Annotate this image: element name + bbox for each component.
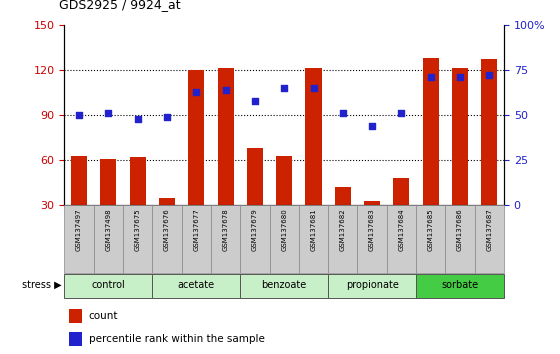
Text: stress ▶: stress ▶	[22, 280, 62, 290]
Text: GSM137679: GSM137679	[252, 209, 258, 251]
Point	[485, 73, 494, 78]
Bar	[387, 205, 416, 273]
Bar	[100, 159, 116, 205]
Bar	[481, 59, 497, 205]
Point	[397, 110, 406, 116]
Bar	[152, 205, 181, 273]
Text: GSM137687: GSM137687	[486, 209, 492, 251]
Bar	[299, 205, 328, 273]
Bar	[423, 58, 439, 205]
Bar	[445, 205, 475, 273]
Text: benzoate: benzoate	[262, 280, 307, 290]
Bar	[181, 205, 211, 273]
Point	[221, 87, 230, 93]
Text: GSM137678: GSM137678	[222, 209, 228, 251]
Text: GSM137676: GSM137676	[164, 209, 170, 251]
Point	[309, 85, 318, 91]
Point	[162, 114, 171, 120]
Point	[338, 110, 347, 116]
Text: count: count	[88, 312, 118, 321]
Text: GSM137683: GSM137683	[369, 209, 375, 251]
Text: propionate: propionate	[346, 280, 399, 290]
Point	[192, 89, 201, 95]
Bar	[188, 70, 204, 205]
Bar	[328, 274, 416, 298]
Bar	[357, 205, 387, 273]
Bar	[211, 205, 240, 273]
Bar	[64, 274, 152, 298]
Bar	[240, 274, 328, 298]
Bar	[94, 205, 123, 273]
Bar	[159, 198, 175, 205]
Bar	[393, 178, 409, 205]
Text: GSM137680: GSM137680	[281, 209, 287, 251]
Bar	[416, 274, 504, 298]
Bar	[129, 157, 146, 205]
Text: GSM137681: GSM137681	[310, 209, 316, 251]
Bar	[269, 205, 299, 273]
Bar	[69, 309, 82, 324]
Bar	[305, 68, 321, 205]
Point	[104, 110, 113, 116]
Bar	[335, 187, 351, 205]
Text: sorbate: sorbate	[441, 280, 479, 290]
Text: GSM137685: GSM137685	[428, 209, 434, 251]
Bar	[276, 156, 292, 205]
Point	[74, 112, 83, 118]
Bar	[240, 205, 269, 273]
Text: GDS2925 / 9924_at: GDS2925 / 9924_at	[59, 0, 180, 11]
Text: GSM137677: GSM137677	[193, 209, 199, 251]
Text: GSM137675: GSM137675	[134, 209, 141, 251]
Text: GSM137497: GSM137497	[76, 209, 82, 251]
Bar	[475, 205, 504, 273]
Text: control: control	[91, 280, 125, 290]
Point	[280, 85, 289, 91]
Text: GSM137498: GSM137498	[105, 209, 111, 251]
Bar	[452, 68, 468, 205]
Bar	[71, 156, 87, 205]
Point	[367, 123, 376, 129]
Point	[133, 116, 142, 121]
Point	[250, 98, 259, 103]
Bar	[247, 148, 263, 205]
Text: GSM137682: GSM137682	[340, 209, 346, 251]
Text: GSM137684: GSM137684	[398, 209, 404, 251]
Point	[456, 74, 465, 80]
Bar	[152, 274, 240, 298]
Bar	[364, 201, 380, 205]
Bar	[64, 205, 94, 273]
Bar	[416, 205, 445, 273]
Text: percentile rank within the sample: percentile rank within the sample	[88, 335, 264, 344]
Bar	[69, 332, 82, 346]
Bar	[328, 205, 357, 273]
Text: acetate: acetate	[178, 280, 215, 290]
Text: GSM137686: GSM137686	[457, 209, 463, 251]
Bar	[217, 68, 234, 205]
Bar	[123, 205, 152, 273]
Point	[426, 74, 435, 80]
